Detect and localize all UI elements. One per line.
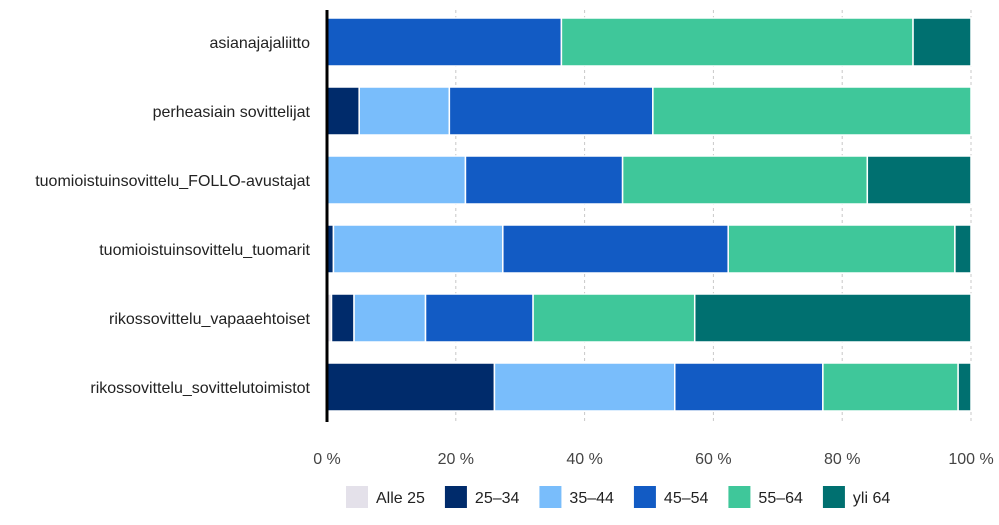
bar-segment-4-4 [532,293,696,343]
x-tick-label-3: 60 % [695,451,731,468]
bar-segment-2-4 [621,155,869,205]
legend-label-1: 25–34 [475,490,520,507]
x-tick-label-5: 100 % [948,451,993,468]
bars [326,17,972,412]
bar-segment-1-2 [358,86,451,136]
legend-label-2: 35–44 [569,490,614,507]
bar-segment-5-2 [493,362,676,412]
bar-segment-2-3 [464,155,624,205]
legend-label-4: 55–64 [758,490,803,507]
bar-segment-1-1 [326,86,360,136]
bar-segment-4-2 [353,293,427,343]
bar-segment-5-4 [822,362,959,412]
bar-segment-5-3 [674,362,824,412]
x-tick-labels: 0 % 20 % 40 % 60 % 80 % 100 % [313,451,993,468]
grid-lines [455,10,972,422]
category-label-0: asianajajaliitto [209,35,310,52]
legend-label-3: 45–54 [664,490,709,507]
legend-label-0: Alle 25 [376,490,425,507]
legend-swatch-5 [822,486,845,508]
legend-label-5: yli 64 [853,490,890,507]
legend-swatch-0 [346,486,368,508]
bar-segment-5-5 [957,362,972,412]
category-label-5: rikossovittelu_sovittelutoimistot [90,380,310,397]
legend-swatch-1 [444,486,467,508]
category-label-4: rikossovittelu_vapaaehtoiset [109,311,311,328]
bar-segment-4-1 [330,293,355,343]
bar-segment-0-3 [326,17,563,67]
legend-swatch-3 [633,486,656,508]
category-label-1: perheasiain sovittelijat [153,104,311,121]
bar-segment-3-3 [502,224,729,274]
x-tick-label-4: 80 % [824,451,860,468]
legend-swatch-2 [539,486,562,508]
bar-segment-1-3 [448,86,654,136]
category-label-3: tuomioistuinsovittelu_tuomarit [99,242,310,259]
category-label-2: tuomioistuinsovittelu_FOLLO-avustajat [35,173,310,190]
x-tick-label-2: 40 % [566,451,602,468]
legend-swatch-4 [728,486,751,508]
bar-segment-3-5 [954,224,972,274]
bar-segment-2-2 [326,155,467,205]
x-tick-label-1: 20 % [438,451,474,468]
category-labels: asianajajaliitto perheasiain sovittelijat… [35,35,310,397]
bar-segment-3-4 [727,224,956,274]
legend: Alle 25 25–34 35–44 45–54 55–64 yli 64 [346,486,890,508]
bar-segment-2-5 [866,155,972,205]
bar-segment-4-3 [424,293,534,343]
x-tick-label-0: 0 % [313,451,341,468]
bar-segment-4-5 [693,293,972,343]
bar-segment-1-4 [652,86,972,136]
bar-segment-0-4 [560,17,914,67]
bar-segment-5-1 [326,362,496,412]
bar-segment-0-5 [912,17,972,67]
bar-segment-3-2 [332,224,504,274]
